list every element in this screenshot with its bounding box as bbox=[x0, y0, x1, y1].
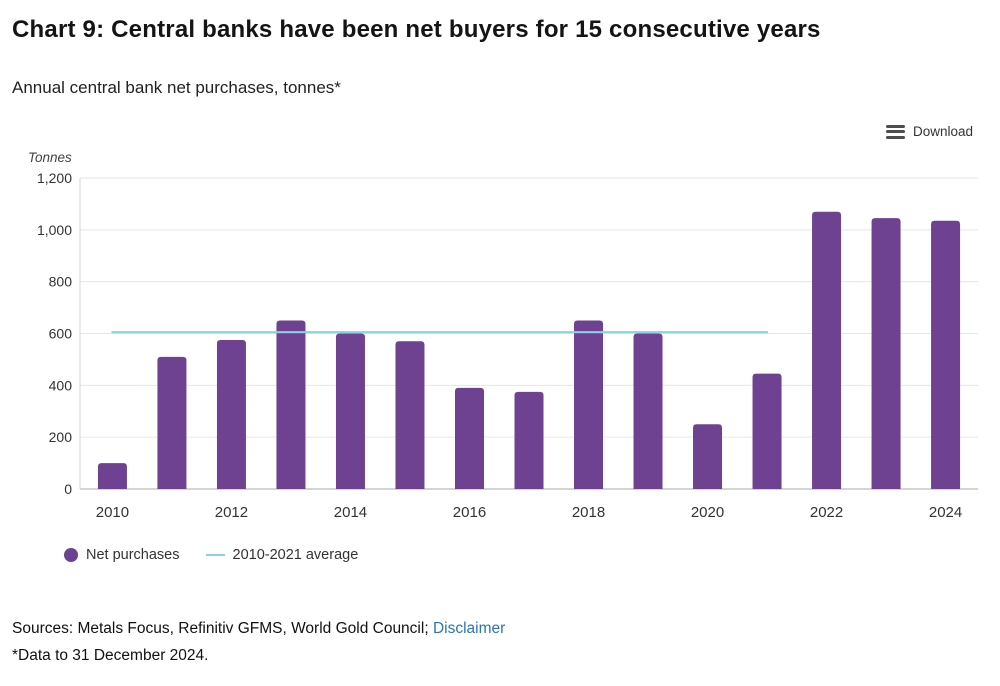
bar-2024[interactable] bbox=[931, 220, 961, 489]
x-tick-2012: 2012 bbox=[215, 504, 248, 521]
x-tick-2014: 2014 bbox=[334, 504, 367, 521]
bar-2017[interactable] bbox=[514, 391, 544, 489]
disclaimer-link[interactable]: Disclaimer bbox=[432, 620, 506, 637]
bar-2020[interactable] bbox=[693, 424, 723, 489]
y-tick-1000: 1,000 bbox=[37, 222, 72, 238]
sources-text: Sources: Metals Focus, Refinitiv GFMS, W… bbox=[12, 620, 433, 637]
footer: Sources: Metals Focus, Refinitiv GFMS, W… bbox=[12, 620, 505, 674]
x-tick-2010: 2010 bbox=[96, 504, 129, 521]
sources-line: Sources: Metals Focus, Refinitiv GFMS, W… bbox=[12, 620, 505, 638]
bar-2022[interactable] bbox=[812, 211, 842, 490]
chart-title: Chart 9: Central banks have been net buy… bbox=[12, 16, 821, 43]
bar-2012[interactable] bbox=[216, 339, 246, 489]
y-axis-title: Tonnes bbox=[28, 150, 72, 165]
bar-2011[interactable] bbox=[157, 356, 187, 489]
bar-2013[interactable] bbox=[276, 320, 306, 489]
legend-item-net-purchases[interactable]: Net purchases bbox=[64, 547, 180, 563]
footnote: *Data to 31 December 2024. bbox=[12, 647, 209, 664]
x-tick-2016: 2016 bbox=[453, 504, 486, 521]
download-button[interactable]: Download bbox=[885, 122, 973, 141]
x-tick-2022: 2022 bbox=[810, 504, 843, 521]
bar-2019[interactable] bbox=[633, 333, 663, 490]
series-swatch-line bbox=[205, 554, 225, 556]
legend-item-average[interactable]: 2010-2021 average bbox=[205, 547, 359, 563]
y-tick-200: 200 bbox=[49, 429, 73, 445]
x-tick-2018: 2018 bbox=[572, 504, 605, 521]
bar-2015[interactable] bbox=[395, 341, 425, 489]
y-tick-800: 800 bbox=[49, 274, 73, 290]
x-tick-2020: 2020 bbox=[691, 504, 724, 521]
bar-2014[interactable] bbox=[335, 333, 365, 490]
bar-2016[interactable] bbox=[454, 387, 484, 489]
download-label: Download bbox=[912, 124, 973, 139]
series-swatch-circle bbox=[64, 548, 78, 562]
y-tick-400: 400 bbox=[49, 377, 73, 393]
chart-subtitle: Annual central bank net purchases, tonne… bbox=[12, 78, 341, 97]
bar-2021[interactable] bbox=[752, 373, 782, 489]
y-tick-1200: 1,200 bbox=[37, 170, 72, 186]
legend-label-average: 2010-2021 average bbox=[232, 547, 359, 563]
x-tick-2024: 2024 bbox=[929, 504, 962, 521]
legend-label-net-purchases: Net purchases bbox=[86, 547, 180, 563]
y-tick-600: 600 bbox=[49, 326, 73, 342]
bar-2010[interactable] bbox=[97, 463, 127, 489]
y-tick-0: 0 bbox=[64, 481, 72, 497]
bar-chart-plot: 0 200 400 600 800 1,000 1,200 2010 2012 2014 2016 2… bbox=[37, 170, 978, 521]
legend: Net purchases 2010-2021 average bbox=[64, 547, 358, 563]
download-menu-icon bbox=[885, 124, 905, 139]
bar-2018[interactable] bbox=[574, 320, 604, 489]
bar-2023[interactable] bbox=[871, 218, 901, 489]
